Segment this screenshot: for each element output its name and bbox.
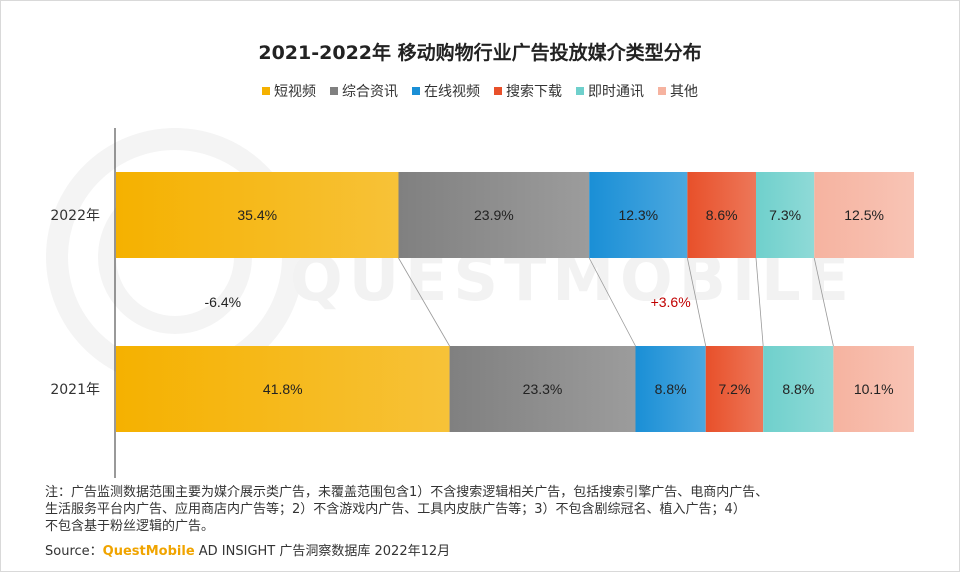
legend-label-3: 搜索下载 bbox=[506, 84, 562, 100]
legend-label-4: 即时通讯 bbox=[588, 84, 644, 100]
legend-label-0: 短视频 bbox=[274, 84, 316, 100]
bar-2022年-其他 bbox=[814, 172, 914, 258]
legend-label-5: 其他 bbox=[670, 84, 698, 100]
data-label-2021年-综合资讯: 23.3% bbox=[523, 381, 563, 397]
source-line: Source：QuestMobile AD INSIGHT 广告洞察数据库 20… bbox=[45, 540, 450, 559]
source-prefix: Source： bbox=[45, 544, 103, 559]
source-brand: QuestMobile bbox=[102, 544, 195, 559]
change-annotation-0: -6.4% bbox=[204, 294, 241, 310]
connector-5 bbox=[813, 257, 834, 347]
chart-legend: 短视频 综合资讯 在线视频 搜索下载 即时通讯 其他 bbox=[0, 81, 960, 101]
bar-2021年-即时通讯 bbox=[763, 346, 834, 432]
bars-layer bbox=[116, 172, 914, 432]
legend-swatch-1 bbox=[330, 87, 338, 95]
bar-2022年-搜索下载 bbox=[687, 172, 756, 258]
bar-2021年-搜索下载 bbox=[705, 346, 764, 432]
stacked-bar-chart: QUESTMOBILE 35.4% 23.9% 12.3% 8.6% 7.3% 12.5%… bbox=[46, 128, 914, 478]
bar-2021年-其他 bbox=[833, 346, 914, 432]
legend-item-0: 短视频 bbox=[262, 81, 316, 101]
legend-swatch-2 bbox=[412, 87, 420, 95]
legend-swatch-3 bbox=[494, 87, 502, 95]
data-label-2021年-短视频: 41.8% bbox=[263, 381, 303, 397]
legend-item-5: 其他 bbox=[658, 81, 698, 101]
source-suffix: AD INSIGHT 广告洞察数据库 2022年12月 bbox=[194, 544, 451, 559]
connector-4 bbox=[755, 257, 764, 347]
legend-swatch-4 bbox=[576, 87, 584, 95]
data-label-2022年-在线视频: 12.3% bbox=[618, 207, 658, 223]
legend-item-1: 综合资讯 bbox=[330, 81, 398, 101]
data-label-2021年-其他: 10.1% bbox=[854, 381, 894, 397]
legend-swatch-5 bbox=[658, 87, 666, 95]
data-label-2022年-综合资讯: 23.9% bbox=[474, 207, 514, 223]
bar-connectors bbox=[398, 257, 834, 347]
data-label-2022年-其他: 12.5% bbox=[844, 207, 884, 223]
category-label-2021年: 2021年 bbox=[50, 382, 100, 398]
data-label-2021年-在线视频: 8.8% bbox=[655, 381, 687, 397]
legend-swatch-0 bbox=[262, 87, 270, 95]
connector-1 bbox=[398, 257, 450, 347]
data-label-2021年-搜索下载: 7.2% bbox=[718, 381, 750, 397]
bar-2022年-短视频 bbox=[116, 172, 399, 258]
labels-layer: 35.4% 23.9% 12.3% 8.6% 7.3% 12.5% 2022年 41.8% 23… bbox=[50, 207, 893, 398]
bar-2021年-综合资讯 bbox=[449, 346, 636, 432]
data-label-2022年-短视频: 35.4% bbox=[237, 207, 277, 223]
data-label-2021年-即时通讯: 8.8% bbox=[782, 381, 814, 397]
note-line-1: 注：广告监测数据范围主要为媒介展示类广告，未覆盖范围包含1）不含搜索逻辑相关广告… bbox=[45, 485, 769, 500]
legend-item-3: 搜索下载 bbox=[494, 81, 562, 101]
legend-item-2: 在线视频 bbox=[412, 81, 480, 101]
chart-title: 2021-2022年 移动购物行业广告投放媒介类型分布 bbox=[258, 42, 702, 64]
note-line-2: 生活服务平台内广告、应用商店内广告等；2）不含游戏内广告、工具内皮肤广告等；3）… bbox=[45, 502, 746, 517]
data-label-2022年-搜索下载: 8.6% bbox=[706, 207, 738, 223]
bar-2021年-在线视频 bbox=[635, 346, 706, 432]
connector-3 bbox=[686, 257, 707, 347]
legend-item-4: 即时通讯 bbox=[576, 81, 644, 101]
bar-2022年-综合资讯 bbox=[398, 172, 590, 258]
bar-2021年-短视频 bbox=[116, 346, 450, 432]
change-annotation-1: +3.6% bbox=[651, 294, 691, 310]
category-label-2022年: 2022年 bbox=[50, 208, 100, 224]
legend-label-2: 在线视频 bbox=[424, 84, 480, 100]
bar-2022年-在线视频 bbox=[589, 172, 688, 258]
chart-notes: 注：广告监测数据范围主要为媒介展示类广告，未覆盖范围包含1）不含搜索逻辑相关广告… bbox=[45, 484, 945, 535]
connector-2 bbox=[588, 257, 636, 347]
bar-2022年-即时通讯 bbox=[755, 172, 815, 258]
note-line-3: 不包含基于粉丝逻辑的广告。 bbox=[45, 519, 215, 534]
data-label-2022年-即时通讯: 7.3% bbox=[769, 207, 801, 223]
legend-label-1: 综合资讯 bbox=[342, 84, 398, 100]
